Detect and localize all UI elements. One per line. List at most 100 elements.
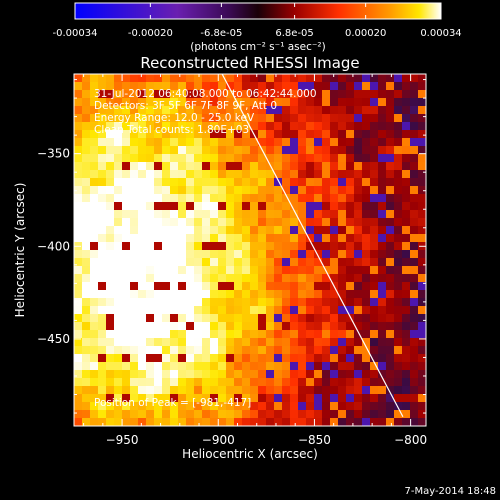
heatmap-cell [298,82,307,91]
heatmap-cell [258,98,267,107]
heatmap-cell [378,162,387,171]
heatmap-cell [186,90,195,99]
heatmap-cell [194,98,203,107]
heatmap-cell [306,162,315,171]
heatmap-cell [250,282,259,291]
heatmap-cell [234,90,243,99]
heatmap-cell [90,354,99,363]
heatmap-cell [354,354,363,363]
heatmap-cell [178,162,187,171]
heatmap-cell [346,338,355,347]
heatmap-cell [338,386,347,395]
heatmap-cell [226,138,235,147]
heatmap-cell [314,74,323,83]
heatmap-cell [226,338,235,347]
heatmap-cell [418,282,426,291]
heatmap-cell [354,418,363,426]
heatmap-cell [218,290,227,299]
heatmap-cell [314,130,323,139]
heatmap-cell [330,154,339,163]
heatmap-cell [82,250,91,259]
heatmap-cell [226,298,235,307]
heatmap-cell [98,290,107,299]
heatmap-cell [266,194,275,203]
heatmap-cell [154,282,163,291]
heatmap-cell [242,418,251,426]
heatmap-cell [122,378,131,387]
heatmap-cell [370,194,379,203]
heatmap-cell [250,162,259,171]
heatmap-cell [226,290,235,299]
heatmap-cell [218,154,227,163]
heatmap-cell [242,370,251,379]
heatmap-cell [210,178,219,187]
heatmap-cell [186,274,195,283]
heatmap-cell [122,394,131,403]
heatmap-cell [322,362,331,371]
heatmap-cell [242,154,251,163]
heatmap-cell [146,170,155,179]
heatmap-cell [122,74,131,83]
heatmap-cell [98,146,107,155]
heatmap-cell [194,210,203,219]
heatmap-cell [218,258,227,267]
heatmap-cell [402,146,411,155]
heatmap-cell [378,154,387,163]
heatmap-cell [178,274,187,283]
heatmap-cell [322,386,331,395]
heatmap-cell [346,402,355,411]
heatmap-cell [386,330,395,339]
heatmap-cell [330,250,339,259]
heatmap-cell [234,362,243,371]
heatmap-cell [410,122,419,131]
heatmap-cell [106,122,115,131]
heatmap-cell [106,410,115,419]
heatmap-cell [202,186,211,195]
heatmap-cell [282,242,291,251]
heatmap-cell [306,274,315,283]
heatmap-cell [298,234,307,243]
heatmap-cell [250,370,259,379]
heatmap-cell [242,226,251,235]
heatmap-cell [290,122,299,131]
heatmap-cell [330,226,339,235]
heatmap-cell [178,202,187,211]
heatmap-cell [178,354,187,363]
heatmap-cell [330,322,339,331]
heatmap-cell [298,410,307,419]
heatmap-cell [74,330,83,339]
heatmap-cell [242,186,251,195]
heatmap-cell [202,114,211,123]
heatmap-cell [138,194,147,203]
heatmap-cell [210,410,219,419]
heatmap-cell [138,418,147,426]
heatmap-cell [202,378,211,387]
heatmap-cell [154,106,163,115]
heatmap-cell [290,394,299,403]
heatmap-cell [114,402,123,411]
colorbar-gradient [74,2,442,20]
heatmap-cell [162,346,171,355]
heatmap-cell [370,386,379,395]
heatmap-cell [410,130,419,139]
heatmap-cell [178,298,187,307]
heatmap-cell [74,98,83,107]
heatmap-cell [74,266,83,275]
heatmap-cell [122,218,131,227]
heatmap-cell [402,290,411,299]
heatmap-cell [98,218,107,227]
heatmap-cell [218,98,227,107]
heatmap-cell [314,122,323,131]
heatmap-cell [346,170,355,179]
heatmap-cell [322,354,331,363]
heatmap-cell [242,258,251,267]
heatmap-cell [250,314,259,323]
heatmap-cell [82,90,91,99]
heatmap-cell [170,266,179,275]
heatmap-cell [210,170,219,179]
heatmap-cell [354,130,363,139]
heatmap-cell [354,218,363,227]
heatmap-cell [82,346,91,355]
heatmap-cell [386,98,395,107]
heatmap-cell [298,274,307,283]
